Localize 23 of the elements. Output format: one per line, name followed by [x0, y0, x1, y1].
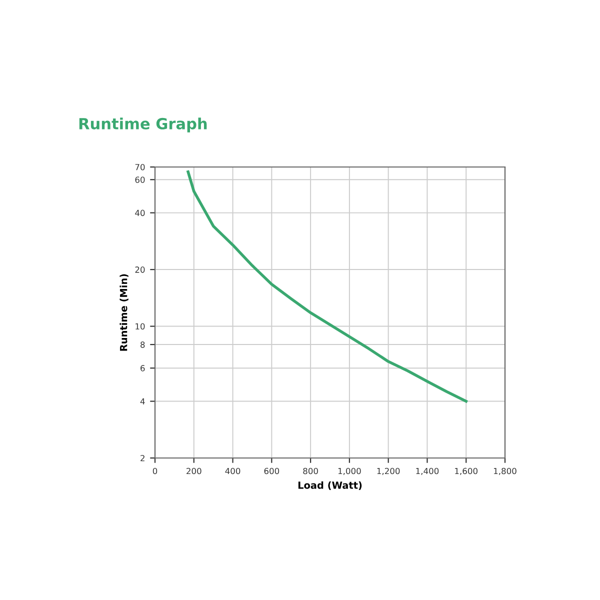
x-tick-label: 600	[264, 468, 280, 474]
y-tick-label: 6	[140, 365, 145, 372]
y-tick-label: 20	[135, 266, 145, 273]
x-tick-label: 800	[303, 468, 318, 474]
x-tick-label: 0	[152, 468, 158, 474]
y-tick-label: 70	[135, 164, 145, 170]
y-tick-label: 4	[140, 398, 145, 404]
x-tick-label: 1,800	[494, 468, 516, 476]
y-axis-title: Runtime (Min)	[120, 274, 128, 351]
y-tick-label: 60	[135, 176, 145, 183]
x-tick-label: 1,000	[338, 468, 361, 476]
x-tick-label: 1,400	[416, 468, 439, 476]
line-series	[186, 170, 468, 403]
chart-title: Runtime Graph	[79, 118, 207, 132]
y-tick-label: 8	[140, 342, 145, 348]
x-axis-title: Load (Watt)	[298, 481, 362, 490]
y-tick-label: 40	[135, 210, 145, 216]
x-tick-label: 1,600	[455, 468, 478, 476]
x-tick-label: 400	[225, 468, 240, 474]
x-tick-label: 1,200	[377, 468, 400, 476]
y-tick-label: 10	[136, 323, 145, 330]
x-tick-label: 200	[186, 468, 202, 474]
y-tick-label: 2	[140, 454, 144, 462]
